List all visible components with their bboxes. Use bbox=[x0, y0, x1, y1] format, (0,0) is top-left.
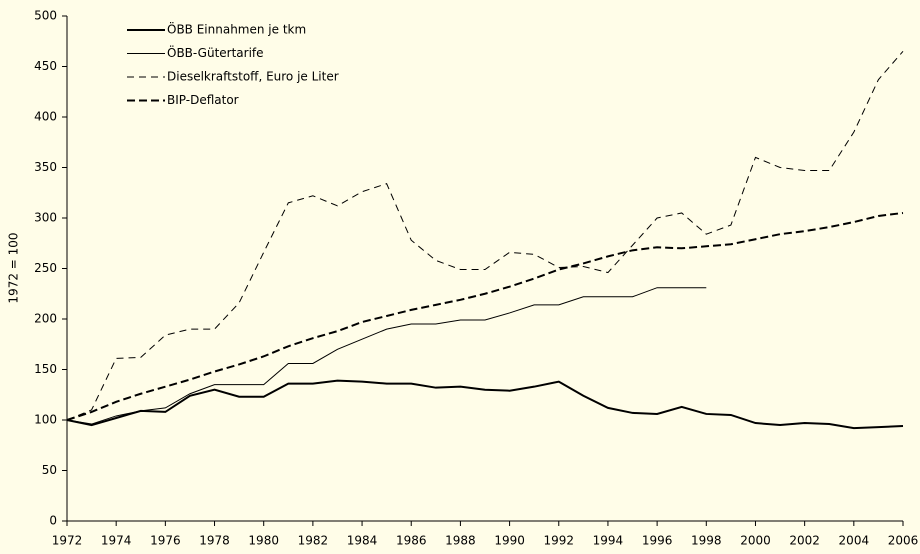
x-tick-label: 1980 bbox=[248, 534, 279, 548]
x-tick-label: 1972 bbox=[52, 534, 83, 548]
legend-label: ÖBB Einnahmen je tkm bbox=[167, 21, 306, 37]
x-tick-label: 1996 bbox=[642, 534, 673, 548]
series-line bbox=[66, 287, 707, 425]
x-tick-label: 1986 bbox=[396, 534, 427, 548]
y-tick-label: 250 bbox=[34, 261, 57, 275]
x-tick-label: 1994 bbox=[593, 534, 624, 548]
series-line bbox=[66, 211, 904, 421]
y-tick-label: 0 bbox=[49, 514, 57, 528]
x-tick-label: 2002 bbox=[789, 534, 820, 548]
legend-label: Dieselkraftstoff, Euro je Liter bbox=[167, 70, 339, 84]
x-tick-label: 1974 bbox=[101, 534, 132, 548]
y-tick-label: 200 bbox=[34, 312, 57, 326]
y-tick-label: 150 bbox=[34, 362, 57, 376]
y-axis-title: 1972 = 100 bbox=[7, 232, 21, 303]
y-tick-label: 100 bbox=[34, 413, 57, 427]
x-tick-label: 1998 bbox=[691, 534, 722, 548]
y-tick-label: 400 bbox=[34, 110, 57, 124]
legend-label: ÖBB-Gütertarife bbox=[167, 44, 264, 60]
y-tick-label: 300 bbox=[34, 211, 57, 225]
x-tick-label: 1990 bbox=[494, 534, 525, 548]
series-line bbox=[66, 379, 904, 430]
x-tick-label: 1978 bbox=[199, 534, 230, 548]
legend-label: BIP-Deflator bbox=[167, 93, 239, 107]
series-line bbox=[66, 51, 904, 421]
x-tick-label: 1982 bbox=[298, 534, 329, 548]
x-tick-label: 2006 bbox=[888, 534, 919, 548]
x-tick-label: 1988 bbox=[445, 534, 476, 548]
x-tick-label: 1984 bbox=[347, 534, 378, 548]
y-tick-label: 500 bbox=[34, 9, 57, 23]
y-tick-label: 450 bbox=[34, 59, 57, 73]
y-tick-label: 50 bbox=[42, 463, 57, 477]
x-tick-label: 1992 bbox=[543, 534, 574, 548]
x-tick-label: 2000 bbox=[740, 534, 771, 548]
x-tick-label: 2004 bbox=[839, 534, 870, 548]
x-tick-label: 1976 bbox=[150, 534, 181, 548]
y-tick-label: 350 bbox=[34, 160, 57, 174]
